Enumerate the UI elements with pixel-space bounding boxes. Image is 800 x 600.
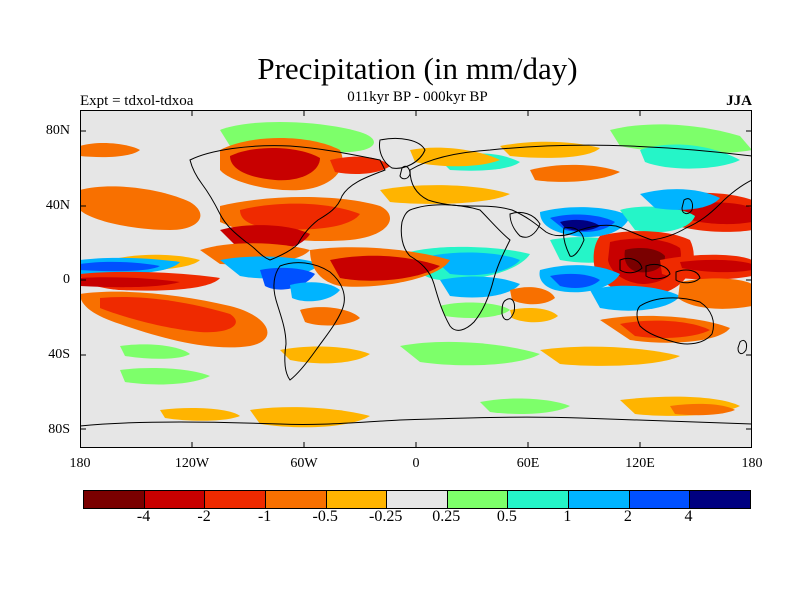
chart-subtitle: 011kyr BP - 000kyr BP	[347, 89, 488, 105]
lat-label-80n: 80N	[45, 123, 70, 138]
lon-label-180-east: 180	[741, 456, 763, 471]
colorbar-tick-label: -4	[136, 508, 151, 525]
lon-label-60w: 60W	[290, 456, 318, 471]
colorbar-tick-label: 2	[623, 508, 632, 525]
colorbar-tick-label: 0.5	[496, 508, 517, 525]
precipitation-map	[80, 110, 752, 448]
colorbar-swatch	[205, 491, 266, 508]
colorbar-swatch	[690, 491, 751, 508]
lat-label-40n: 40N	[45, 198, 70, 213]
lon-label-120e: 120E	[625, 456, 655, 471]
colorbar-tick-label: -0.5	[312, 508, 338, 525]
lon-label-120w: 120W	[174, 456, 210, 471]
coastlines	[80, 137, 752, 427]
colorbar	[83, 490, 751, 509]
axis-ticks	[80, 110, 752, 448]
lon-label-60e: 60E	[516, 456, 540, 471]
colorbar-tick-label: -2	[197, 508, 211, 525]
colorbar-tick-label: 4	[684, 508, 693, 525]
anomaly-fields	[80, 121, 752, 428]
colorbar-tick-label: -1	[257, 508, 272, 525]
colorbar-swatch	[629, 491, 691, 508]
colorbar-tick-label: -0.25	[369, 508, 403, 525]
season-label: JJA	[726, 93, 752, 109]
lon-label-180-west: 180	[69, 456, 91, 471]
colorbar-swatch	[508, 491, 570, 508]
lon-label-0: 0	[412, 456, 420, 471]
colorbar-swatch	[326, 491, 388, 508]
colorbar-tick-label: 1	[563, 508, 572, 525]
colorbar-swatch	[447, 491, 509, 508]
colorbar-swatch	[265, 491, 327, 508]
experiment-label: Expt = tdxol-tdxoa	[80, 93, 194, 109]
colorbar-swatch	[387, 491, 448, 508]
lat-label-0: 0	[63, 272, 70, 287]
lat-label-80s: 80S	[48, 422, 70, 437]
map-svg	[80, 110, 752, 448]
colorbar-swatch	[569, 491, 630, 508]
colorbar-swatch	[144, 491, 206, 508]
lat-label-40s: 40S	[48, 347, 70, 362]
colorbar-swatch	[84, 491, 145, 508]
chart-title: Precipitation (in mm/day)	[257, 51, 578, 86]
colorbar-tick-label: 0.25	[432, 508, 461, 525]
